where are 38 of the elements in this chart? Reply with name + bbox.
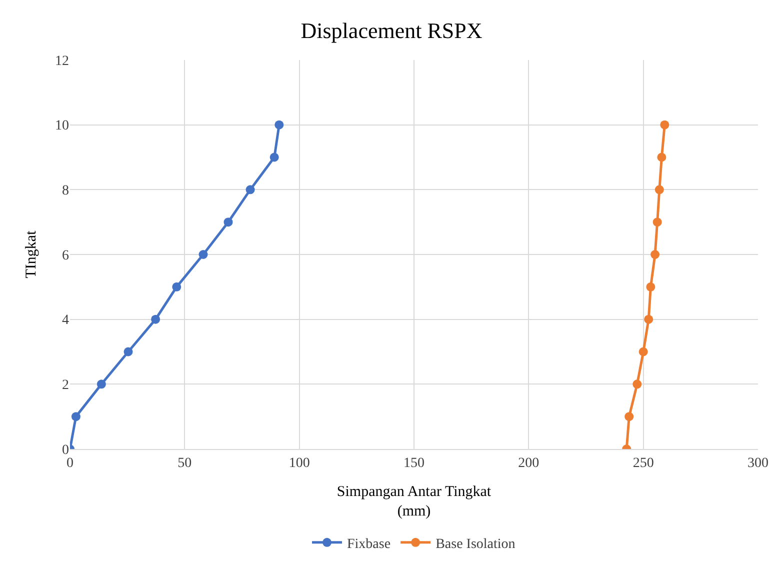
point bbox=[224, 218, 233, 227]
point bbox=[71, 412, 80, 422]
y-tick-label: 12 bbox=[55, 54, 69, 69]
point bbox=[96, 380, 106, 389]
x-tick-label: 100 bbox=[288, 456, 310, 471]
point bbox=[646, 282, 656, 292]
point bbox=[652, 218, 662, 227]
point bbox=[198, 250, 208, 259]
y-tick-label: 8 bbox=[62, 184, 69, 199]
x-tick-label: 300 bbox=[748, 456, 768, 471]
y-axis-title: TIngkat bbox=[23, 230, 40, 278]
point bbox=[638, 347, 648, 356]
x-axis-title: Simpangan Antar Tingkat (mm) bbox=[336, 484, 492, 520]
point bbox=[650, 250, 660, 259]
point bbox=[654, 185, 664, 194]
point bbox=[644, 314, 654, 324]
point bbox=[660, 120, 670, 130]
x-tick-label: 150 bbox=[404, 456, 424, 471]
point bbox=[151, 314, 160, 324]
y-tick-label: 6 bbox=[62, 248, 69, 264]
chart-title: Displacement RSPX bbox=[300, 18, 482, 44]
point bbox=[124, 347, 133, 356]
x-tick-label: 50 bbox=[178, 456, 192, 471]
y-tick-label: 4 bbox=[62, 313, 69, 328]
point bbox=[246, 185, 255, 194]
point bbox=[657, 152, 666, 162]
x-tick-label: 200 bbox=[518, 456, 540, 471]
point bbox=[632, 380, 642, 389]
point bbox=[270, 152, 279, 162]
point bbox=[172, 282, 182, 292]
y-tick-label: 10 bbox=[55, 118, 69, 134]
legend-label: Fixbase bbox=[347, 536, 391, 552]
legend-label: Base Isolation bbox=[436, 536, 516, 552]
y-tick-label: 0 bbox=[62, 442, 69, 458]
point bbox=[274, 120, 284, 130]
y-tick-label: 2 bbox=[62, 378, 69, 394]
point bbox=[624, 412, 634, 422]
x-tick-label: 250 bbox=[632, 456, 654, 471]
